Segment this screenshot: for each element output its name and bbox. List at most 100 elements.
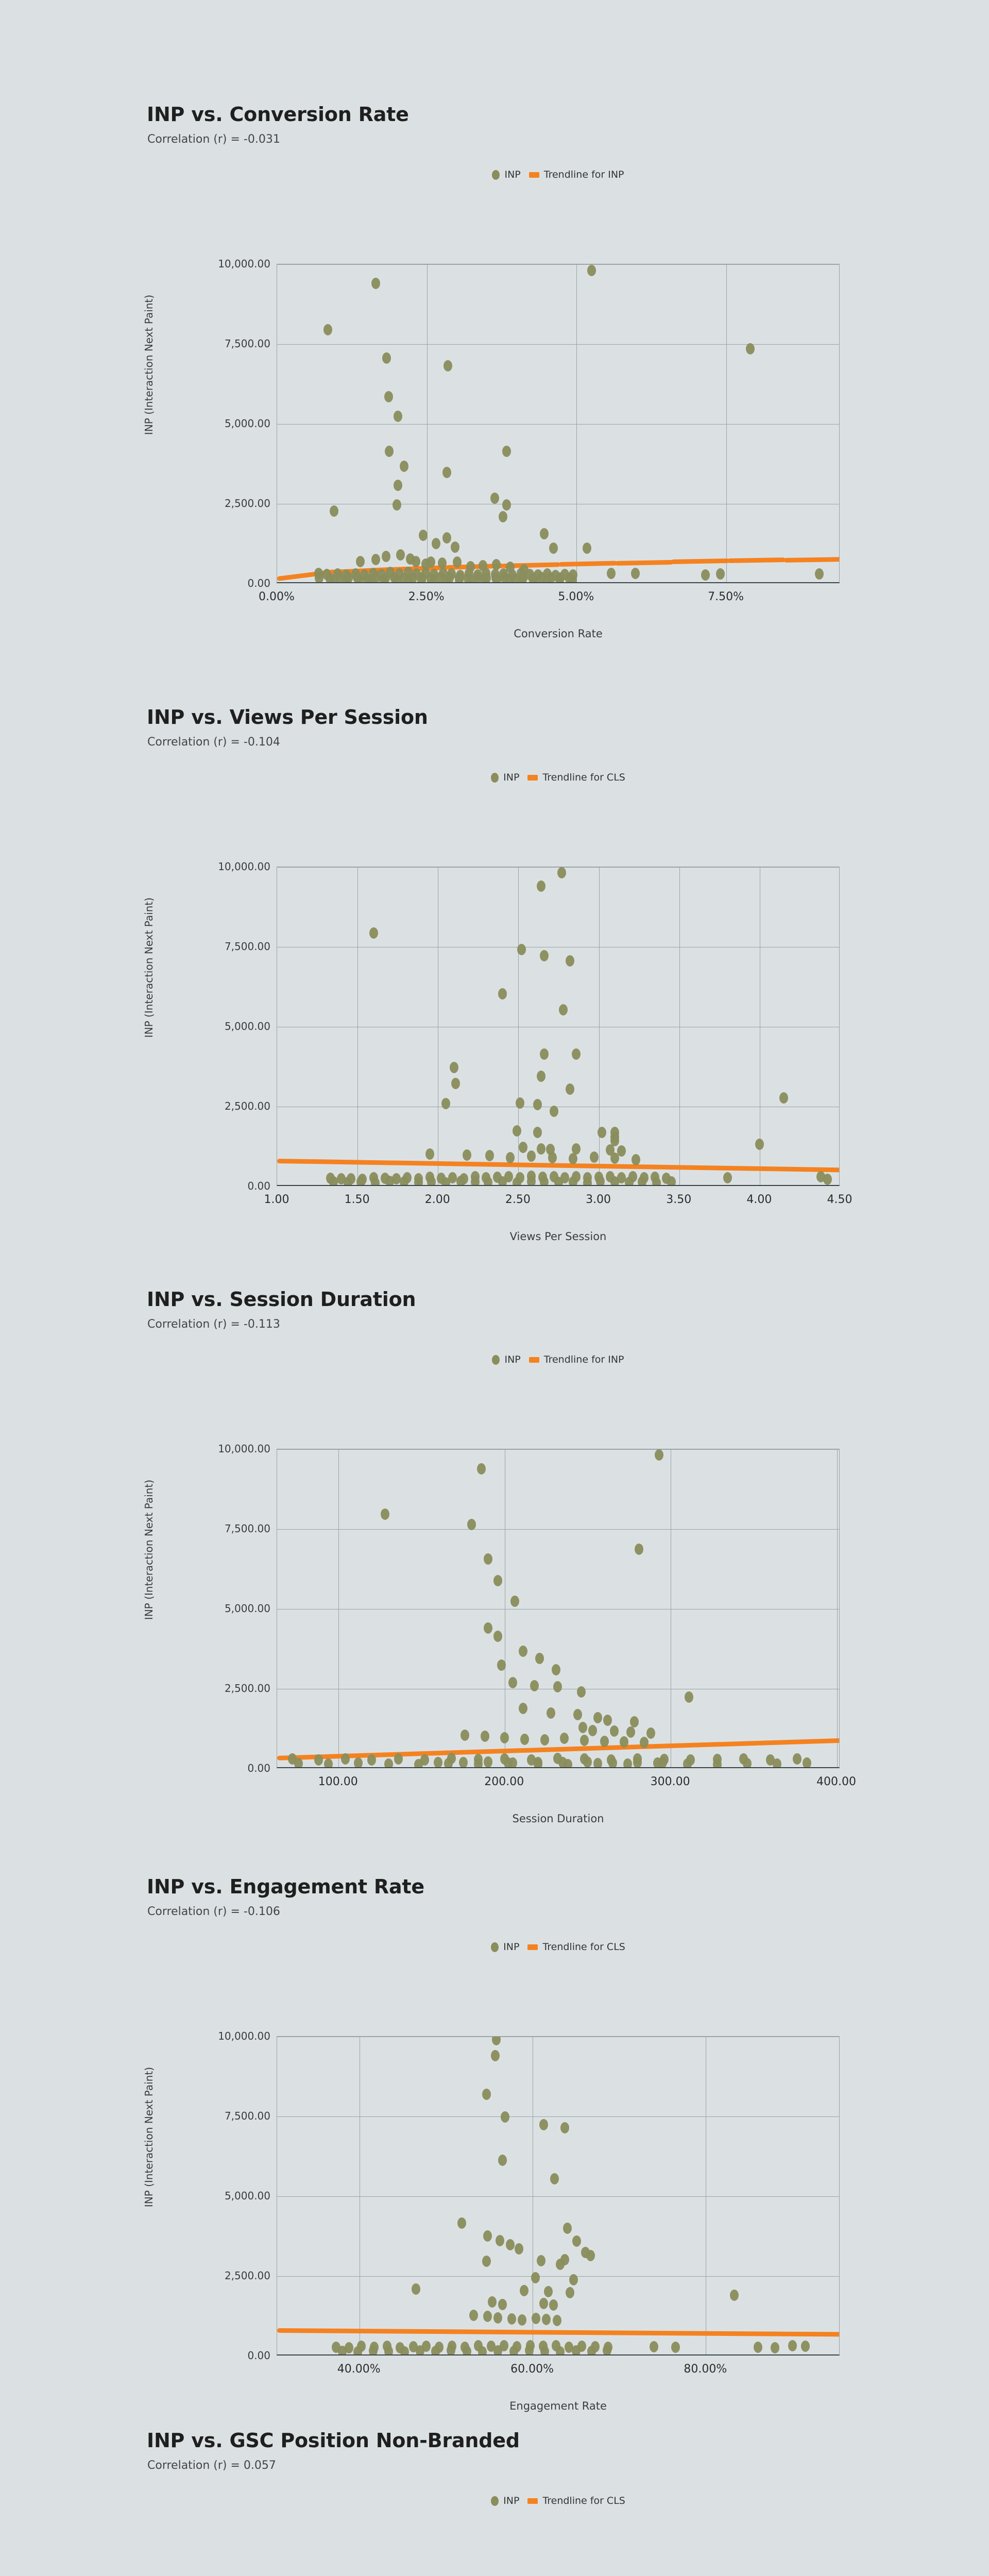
scatter-point[interactable] [542, 574, 552, 582]
scatter-point[interactable] [589, 1151, 599, 1163]
scatter-point[interactable] [549, 542, 558, 554]
scatter-point[interactable] [625, 1176, 634, 1185]
scatter-point[interactable] [593, 1758, 602, 1767]
scatter-point[interactable] [384, 1758, 393, 1767]
scatter-point[interactable] [323, 324, 333, 336]
scatter-point[interactable] [552, 2314, 561, 2326]
scatter-point[interactable] [454, 573, 464, 582]
scatter-point[interactable] [569, 1153, 578, 1165]
scatter-point[interactable] [520, 1733, 529, 1745]
scatter-point[interactable] [553, 1681, 562, 1693]
scatter-point[interactable] [354, 1757, 363, 1767]
scatter-point[interactable] [788, 2340, 797, 2352]
scatter-point[interactable] [519, 1141, 528, 1153]
scatter-point[interactable] [314, 1754, 323, 1766]
scatter-point[interactable] [442, 467, 451, 479]
scatter-point[interactable] [560, 2122, 569, 2133]
scatter-point[interactable] [560, 1733, 569, 1744]
scatter-point[interactable] [417, 574, 426, 582]
scatter-point[interactable] [444, 1758, 453, 1767]
scatter-point[interactable] [456, 1176, 465, 1185]
scatter-point[interactable] [393, 499, 402, 511]
scatter-point[interactable] [569, 1176, 578, 1185]
scatter-point[interactable] [400, 460, 408, 472]
scatter-point[interactable] [578, 1722, 587, 1734]
scatter-point[interactable] [492, 559, 501, 571]
scatter-point[interactable] [415, 2345, 424, 2354]
scatter-point[interactable] [771, 2342, 780, 2353]
scatter-point[interactable] [329, 1176, 338, 1185]
scatter-point[interactable] [467, 574, 476, 582]
scatter-point[interactable] [518, 1645, 527, 1657]
scatter-point[interactable] [480, 574, 489, 582]
scatter-point[interactable] [457, 2217, 466, 2229]
scatter-point[interactable] [803, 1757, 812, 1767]
scatter-point[interactable] [427, 1176, 436, 1185]
scatter-point[interactable] [343, 1176, 352, 1185]
scatter-point[interactable] [715, 568, 725, 580]
scatter-point[interactable] [414, 1758, 423, 1767]
scatter-point[interactable] [337, 2345, 347, 2354]
scatter-point[interactable] [586, 2249, 595, 2261]
scatter-point[interactable] [667, 1176, 676, 1185]
scatter-point[interactable] [458, 1757, 468, 1767]
scatter-point[interactable] [712, 1758, 722, 1767]
scatter-point[interactable] [379, 574, 388, 582]
legend-item-trendline[interactable]: Trendline for CLS [527, 1941, 625, 1953]
scatter-point[interactable] [801, 2341, 810, 2352]
scatter-point[interactable] [607, 567, 616, 579]
legend-item-series[interactable]: INP [491, 1941, 519, 1953]
scatter-point[interactable] [823, 1173, 832, 1185]
scatter-point[interactable] [633, 1756, 642, 1767]
scatter-point[interactable] [524, 2345, 534, 2354]
scatter-point[interactable] [617, 1145, 626, 1157]
scatter-point[interactable] [483, 1553, 492, 1565]
legend-item-trendline[interactable]: Trendline for CLS [527, 2495, 625, 2506]
scatter-point[interactable] [572, 1048, 581, 1060]
scatter-point[interactable] [483, 2311, 492, 2323]
scatter-point[interactable] [354, 573, 363, 582]
scatter-point[interactable] [369, 2345, 378, 2354]
scatter-point[interactable] [384, 2346, 394, 2354]
scatter-point[interactable] [487, 2296, 497, 2308]
scatter-point[interactable] [396, 549, 405, 561]
scatter-point[interactable] [512, 1177, 521, 1185]
scatter-point[interactable] [356, 556, 365, 568]
scatter-point[interactable] [500, 2111, 509, 2123]
scatter-point[interactable] [483, 2230, 492, 2242]
scatter-point[interactable] [485, 1150, 494, 1162]
scatter-point[interactable] [460, 1729, 469, 1741]
scatter-point[interactable] [579, 1735, 589, 1747]
scatter-point[interactable] [518, 2314, 527, 2326]
scatter-point[interactable] [723, 1172, 732, 1183]
scatter-point[interactable] [483, 1756, 492, 1767]
scatter-point[interactable] [533, 1756, 542, 1767]
scatter-point[interactable] [482, 2088, 491, 2100]
scatter-point[interactable] [370, 1177, 380, 1185]
scatter-point[interactable] [493, 2345, 503, 2354]
scatter-point[interactable] [371, 278, 381, 290]
scatter-point[interactable] [451, 1078, 461, 1090]
scatter-point[interactable] [367, 1754, 377, 1766]
scatter-point[interactable] [294, 1758, 303, 1767]
scatter-point[interactable] [450, 1062, 458, 1074]
scatter-point[interactable] [478, 2346, 487, 2354]
scatter-point[interactable] [329, 574, 338, 582]
scatter-point[interactable] [766, 1754, 775, 1766]
scatter-point[interactable] [536, 1143, 545, 1155]
scatter-point[interactable] [583, 1177, 592, 1185]
scatter-point[interactable] [565, 1083, 574, 1095]
scatter-point[interactable] [746, 343, 755, 355]
scatter-point[interactable] [506, 1152, 515, 1164]
scatter-point[interactable] [533, 1126, 542, 1138]
scatter-point[interactable] [345, 2342, 354, 2353]
scatter-point[interactable] [450, 541, 459, 553]
scatter-point[interactable] [516, 1097, 525, 1109]
scatter-point[interactable] [500, 1732, 509, 1744]
scatter-point[interactable] [569, 2274, 578, 2286]
scatter-point[interactable] [498, 988, 507, 1000]
scatter-point[interactable] [448, 1172, 457, 1183]
scatter-point[interactable] [626, 1726, 636, 1738]
scatter-point[interactable] [531, 2272, 540, 2284]
scatter-point[interactable] [492, 574, 502, 582]
